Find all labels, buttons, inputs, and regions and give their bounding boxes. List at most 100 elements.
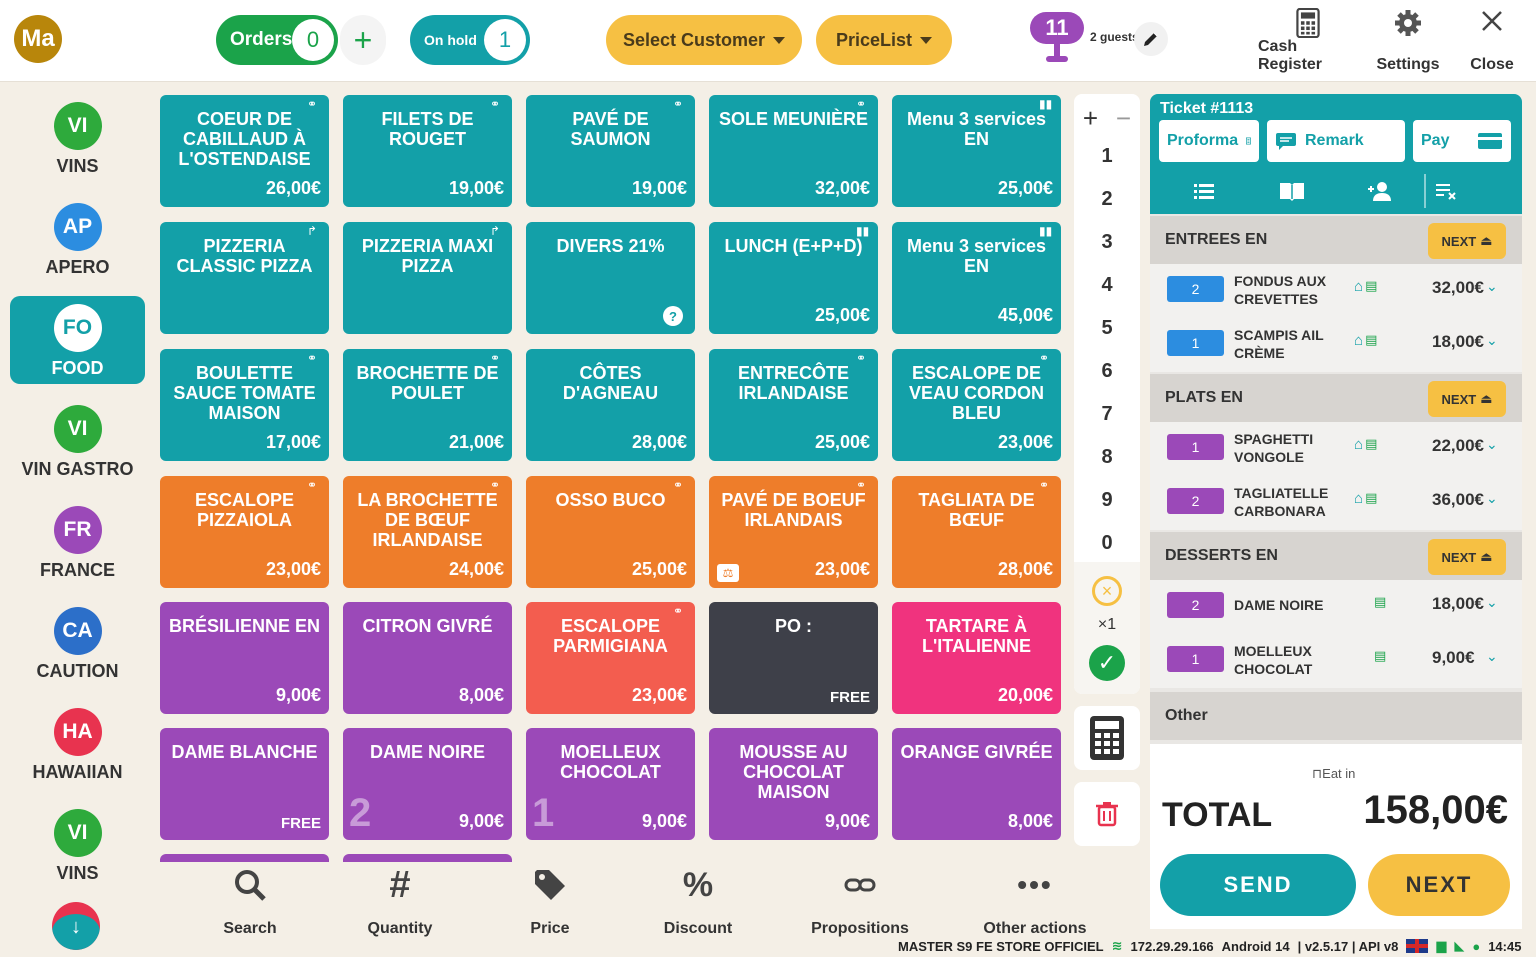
ticket-line[interactable]: 2 TAGLIATELLE CARBONARA ⌂ ▤ 36,00€ ⌄ <box>1150 476 1522 530</box>
product-tile[interactable]: ENTRECÔTE IRLANDAISE 25,00€ ⚭ <box>709 349 878 461</box>
chevron-down-icon[interactable]: ⌄ <box>1486 594 1498 610</box>
uk-flag-icon[interactable] <box>1406 939 1429 953</box>
product-tile[interactable]: PIZZERIA MAXI PIZZA ↱ <box>343 222 512 334</box>
on-hold-button[interactable]: On hold 1 <box>410 15 530 65</box>
plus-minus-toggle[interactable]: + − <box>1074 98 1140 138</box>
line-quantity[interactable]: 2 <box>1167 276 1224 302</box>
product-tile[interactable]: ORANGE GIVRÉE 8,00€ <box>892 728 1061 840</box>
clear-list-button[interactable] <box>1428 176 1468 206</box>
category-apero[interactable]: AP APERO <box>10 195 145 283</box>
chevron-down-icon[interactable]: ⌄ <box>1486 436 1498 452</box>
table-indicator[interactable]: 11 <box>1030 12 1084 62</box>
product-tile[interactable]: MOUSSE AU CHOCOLAT MAISON 9,00€ <box>709 728 878 840</box>
chevron-down-icon[interactable]: ⌄ <box>1486 332 1498 348</box>
remark-button[interactable]: Remark <box>1267 120 1405 162</box>
product-tile[interactable]: BRÉSILIENNE EN 9,00€ <box>160 602 329 714</box>
product-tile[interactable]: DAME BLANCHE FREE <box>160 728 329 840</box>
new-order-button[interactable]: + <box>340 15 386 65</box>
user-avatar[interactable]: Ma <box>14 15 62 63</box>
close-button[interactable]: Close <box>1462 8 1522 74</box>
category-vins-2[interactable]: VI VINS <box>10 801 145 889</box>
calculator-button[interactable] <box>1074 706 1140 770</box>
other-actions[interactable]: ••• Other actions <box>975 868 1095 938</box>
numpad-key[interactable]: 1 <box>1101 144 1113 167</box>
chevron-down-icon[interactable]: ⌄ <box>1486 648 1498 664</box>
line-quantity[interactable]: 1 <box>1167 330 1224 356</box>
product-tile[interactable]: DIVERS 21%? <box>526 222 695 334</box>
product-tile[interactable]: PO : FREE <box>709 602 878 714</box>
category-france[interactable]: FR FRANCE <box>10 498 145 586</box>
product-tile[interactable]: PAVÉ DE SAUMON 19,00€ ⚭ <box>526 95 695 207</box>
product-tile-partial[interactable] <box>343 854 512 862</box>
numpad-key[interactable]: 3 <box>1101 230 1113 253</box>
numpad-key[interactable]: 2 <box>1101 187 1113 210</box>
assign-customer-button[interactable] <box>1360 176 1400 206</box>
product-tile[interactable]: TAGLIATA DE BŒUF 28,00€ ⚭ <box>892 476 1061 588</box>
product-tile[interactable]: CÔTES D'AGNEAU 28,00€ <box>526 349 695 461</box>
product-tile[interactable]: OSSO BUCO 25,00€ ⚭ <box>526 476 695 588</box>
product-tile-partial[interactable] <box>160 854 329 862</box>
product-tile[interactable]: COEUR DE CABILLAUD À L'OSTENDAISE 26,00€ ⚭ <box>160 95 329 207</box>
quantity-action[interactable]: # Quantity <box>340 866 460 938</box>
price-action[interactable]: Price <box>490 868 610 938</box>
numpad-key[interactable]: 5 <box>1101 316 1113 339</box>
pay-button[interactable]: Pay <box>1413 120 1511 162</box>
product-tile[interactable]: Menu 3 services EN 25,00€ ▮▮ <box>892 95 1061 207</box>
next-course-button[interactable]: NEXT ⏏ <box>1428 381 1506 417</box>
category-caution[interactable]: CA CAUTION <box>10 599 145 687</box>
discount-action[interactable]: % Discount <box>638 868 758 938</box>
numpad-key[interactable]: 0 <box>1101 531 1113 554</box>
ticket-line[interactable]: 2 DAME NOIRE ▤ 18,00€ ⌄ <box>1150 580 1522 634</box>
product-tile[interactable]: DAME NOIRE 9,00€ 2 <box>343 728 512 840</box>
proforma-button[interactable]: Proforma <box>1159 120 1259 162</box>
select-customer-button[interactable]: Select Customer <box>606 15 802 65</box>
numpad-key[interactable]: 7 <box>1101 402 1113 425</box>
line-quantity[interactable]: 2 <box>1167 592 1224 618</box>
pricelist-button[interactable]: PriceList <box>816 15 952 65</box>
category-food[interactable]: FO FOOD <box>10 296 145 384</box>
product-tile[interactable]: ESCALOPE PARMIGIANA 23,00€ ⚭ <box>526 602 695 714</box>
numpad-key[interactable]: 6 <box>1101 359 1113 382</box>
product-tile[interactable]: PIZZERIA CLASSIC PIZZA ↱ <box>160 222 329 334</box>
delete-button[interactable] <box>1074 782 1140 846</box>
numpad-key[interactable]: 4 <box>1101 273 1113 296</box>
eat-in-mode[interactable]: ⊓Eat in <box>1312 766 1355 782</box>
product-tile[interactable]: ESCALOPE PIZZAIOLA 23,00€ ⚭ <box>160 476 329 588</box>
line-quantity[interactable]: 2 <box>1167 488 1224 514</box>
product-tile[interactable]: Menu 3 services EN 45,00€ ▮▮ <box>892 222 1061 334</box>
chevron-down-icon[interactable]: ⌄ <box>1486 278 1498 294</box>
menu-view-button[interactable] <box>1272 176 1312 206</box>
propositions-action[interactable]: Propositions <box>800 868 920 938</box>
ticket-line[interactable]: 1 SCAMPIS AIL CRÈME ⌂ ▤ 18,00€ ⌄ <box>1150 318 1522 372</box>
ticket-line[interactable]: 2 FONDUS AUX CREVETTES ⌂ ▤ 32,00€ ⌄ <box>1150 264 1522 318</box>
product-tile[interactable]: TARTARE À L'ITALIENNE 20,00€ <box>892 602 1061 714</box>
category-vin-gastro[interactable]: VI VIN GASTRO <box>10 397 145 485</box>
product-tile[interactable]: LA BROCHETTE DE BŒUF IRLANDAISE 24,00€ ⚭ <box>343 476 512 588</box>
confirm-check-icon[interactable]: ✓ <box>1089 645 1125 681</box>
send-button[interactable]: SEND <box>1160 854 1356 916</box>
product-tile[interactable]: CITRON GIVRÉ 8,00€ <box>343 602 512 714</box>
settings-button[interactable]: Settings <box>1372 8 1444 74</box>
numpad-key[interactable]: 8 <box>1101 445 1113 468</box>
ticket-line[interactable]: 1 MOELLEUX CHOCOLAT ▤ 9,00€ ⌄ <box>1150 634 1522 688</box>
ticket-line[interactable]: 1 SPAGHETTI VONGOLE ⌂ ▤ 22,00€ ⌄ <box>1150 422 1522 476</box>
edit-guests-button[interactable] <box>1134 22 1168 56</box>
line-quantity[interactable]: 1 <box>1167 646 1224 672</box>
cash-register-button[interactable]: Cash Register <box>1258 8 1358 74</box>
next-course-button[interactable]: NEXT ⏏ <box>1428 539 1506 575</box>
search-action[interactable]: Search <box>190 868 310 938</box>
category-hawaiian[interactable]: HA HAWAIIAN <box>10 700 145 788</box>
list-view-button[interactable] <box>1184 176 1224 206</box>
numpad-key[interactable]: 9 <box>1101 488 1113 511</box>
product-tile[interactable]: LUNCH (E+P+D) 25,00€ ▮▮ <box>709 222 878 334</box>
chevron-down-icon[interactable]: ⌄ <box>1486 490 1498 506</box>
product-tile[interactable]: BOULETTE SAUCE TOMATE MAISON 17,00€ ⚭ <box>160 349 329 461</box>
next-button[interactable]: NEXT <box>1368 854 1510 916</box>
clear-icon[interactable]: × <box>1092 576 1122 606</box>
product-tile[interactable]: MOELLEUX CHOCOLAT 9,00€ 1 <box>526 728 695 840</box>
category-vins[interactable]: VI VINS <box>10 94 145 182</box>
product-tile[interactable]: PAVÉ DE BOEUF IRLANDAIS 23,00€ ⚭ ⚖ <box>709 476 878 588</box>
product-tile[interactable]: SOLE MEUNIÈRE 32,00€ ⚭ <box>709 95 878 207</box>
product-tile[interactable]: ESCALOPE DE VEAU CORDON BLEU 23,00€ ⚭ <box>892 349 1061 461</box>
scroll-down-category[interactable]: ↓ <box>52 902 100 950</box>
